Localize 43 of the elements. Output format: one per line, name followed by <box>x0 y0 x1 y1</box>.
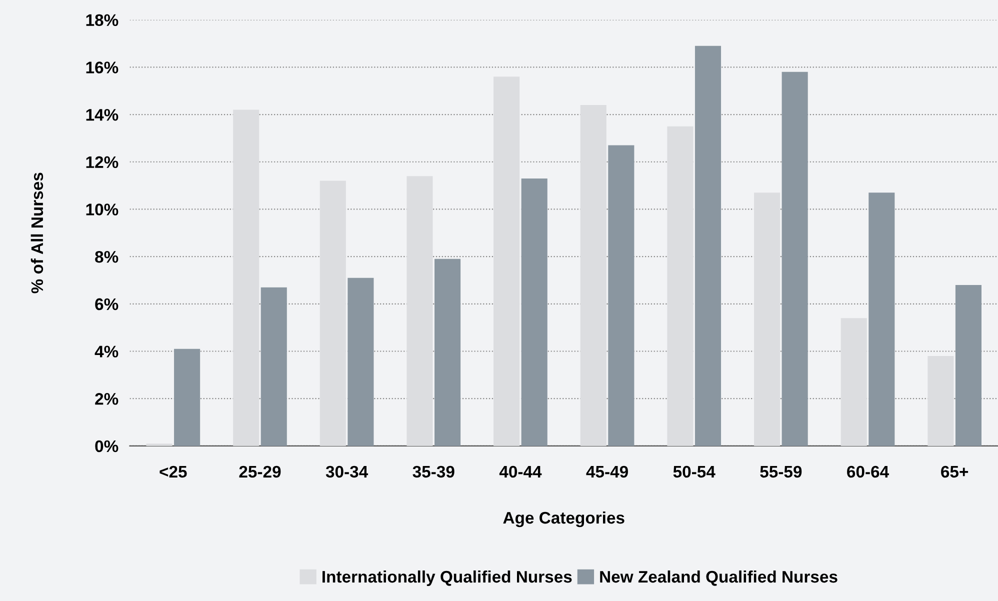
bar <box>406 176 433 446</box>
x-tick-label: 30-34 <box>326 466 368 478</box>
bar <box>694 46 722 446</box>
x-tick-label: 40-44 <box>499 466 542 478</box>
bar <box>928 356 954 446</box>
y-tick-label: 12% <box>86 156 118 168</box>
x-tick-label: <25 <box>160 466 187 478</box>
y-tick-label: 8% <box>95 250 118 263</box>
bar <box>233 110 260 446</box>
y-axis-title: % of All Nurses <box>30 172 44 294</box>
legend-label: New Zealand Qualified Nurses <box>600 570 838 586</box>
bar <box>782 72 808 446</box>
y-tick-label: 10% <box>86 204 118 216</box>
bar <box>320 180 346 446</box>
bar <box>840 318 867 446</box>
bar <box>608 145 634 446</box>
bar <box>868 192 895 446</box>
y-tick-label: 4% <box>94 346 118 358</box>
x-tick-label: 55-59 <box>760 466 802 478</box>
x-axis-title: Age Categories <box>503 511 624 528</box>
y-tick-label: 0% <box>95 440 118 452</box>
bar <box>434 258 461 446</box>
bar <box>174 348 200 446</box>
x-tick-label: 45-49 <box>586 466 628 478</box>
x-tick-label: 50-54 <box>673 466 716 478</box>
y-tick-label: 6% <box>95 298 118 310</box>
bar <box>580 105 606 446</box>
y-tick-label: 18% <box>86 14 118 26</box>
x-tick-label: 60-64 <box>847 466 889 478</box>
bar <box>955 284 982 446</box>
x-tick-label: 35-39 <box>412 466 454 478</box>
bar <box>754 192 780 446</box>
y-tick-label: 16% <box>86 62 118 74</box>
bar <box>348 278 374 446</box>
bar <box>521 178 548 446</box>
y-tick-label: 14% <box>86 108 118 121</box>
legend-label: Internationally Qualified Nurses <box>322 570 572 586</box>
y-tick-label: 2% <box>95 393 118 405</box>
bar <box>667 126 694 446</box>
x-tick-label: 25-29 <box>239 466 281 478</box>
x-tick-label: 65+ <box>941 466 968 478</box>
bar <box>260 287 287 446</box>
bar <box>494 76 520 446</box>
